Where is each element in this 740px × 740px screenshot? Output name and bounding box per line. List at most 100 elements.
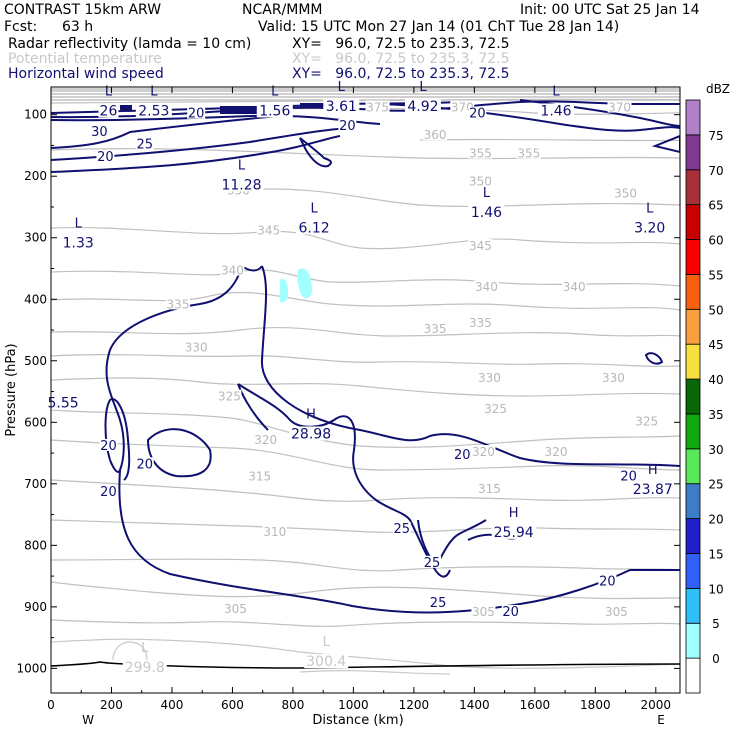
x-tick-label: 1400 [459, 698, 490, 712]
colorbar-swatch [685, 587, 701, 624]
field-name-reflectivity: Radar reflectivity (lamda = 10 cm) [8, 36, 252, 52]
extremum-kind: L [150, 84, 158, 99]
wind-label: 20 [100, 439, 117, 454]
theta-label-bg [256, 223, 281, 236]
theta-label-bg [607, 100, 632, 113]
reflectivity-patches [280, 268, 312, 303]
wind-label-bg [619, 469, 638, 482]
theta-label: 305 [605, 605, 628, 619]
plot-frame [50, 86, 681, 694]
x-tick-label: 1000 [338, 698, 369, 712]
x-tick-label: 1800 [580, 698, 611, 712]
theta-label: 325 [484, 402, 507, 416]
theta-label: 305 [472, 605, 495, 619]
field-name-wind: Horizontal wind speed [8, 66, 164, 82]
x-axis-label: Distance (km) [312, 713, 403, 728]
wind-label: 25 [424, 556, 441, 571]
extremum-bg [304, 654, 349, 669]
extremum-bg [135, 103, 172, 118]
jet-core [120, 103, 330, 114]
colorbar-swatch [685, 378, 701, 415]
theta-label-bg [423, 128, 448, 141]
extremum-value: 25.94 [494, 525, 534, 541]
extremum-value: 2.53 [138, 103, 169, 119]
theta-label: 320 [545, 445, 568, 459]
wind-label-bg [468, 106, 487, 119]
extremum-bg [289, 426, 334, 441]
x-axis-east-label: E [657, 713, 665, 727]
y-axis-label: Pressure (hPa) [4, 343, 19, 436]
wind-label: 20 [100, 485, 117, 500]
theta-label-bg [483, 401, 508, 414]
extremum-bg [219, 177, 264, 192]
y-tick-label: 400 [24, 292, 47, 306]
theta-label-bg [604, 605, 629, 618]
y-tick-label: 700 [24, 477, 47, 491]
theta-label: 320 [254, 433, 277, 447]
y-tick-label: 800 [24, 538, 47, 552]
colorbar-unit: dBZ [706, 82, 730, 96]
theta-label-bg [474, 280, 499, 293]
colorbar-level: 45 [708, 338, 723, 352]
extremum-kind: L [323, 635, 331, 650]
x-tick-label: 200 [100, 698, 123, 712]
theta-label-bg [601, 371, 626, 384]
wind-label-bg [99, 438, 118, 451]
colorbar-level: 70 [708, 164, 723, 178]
colorbar-swatch [685, 448, 701, 485]
wind-label-bg [392, 521, 411, 534]
theta-label: 310 [263, 525, 286, 539]
extremum-kind: L [338, 80, 346, 95]
x-axis: 0 200 400 600 800 1000 1200 1400 1600 1800 2000 [47, 87, 671, 712]
wind-contour-labels: 20 20 20 30 25 20 20 20 20 20 20 25 25 25 20 20 [90, 106, 638, 620]
extremum-bg [296, 220, 333, 235]
theta-label-bg [471, 445, 496, 458]
theta-label: 315 [478, 482, 501, 496]
extremum-value: 3.61 [326, 99, 357, 115]
theta-label-bg [477, 481, 502, 494]
colorbar-level: 20 [708, 513, 723, 527]
y-tick-label: 200 [24, 169, 47, 183]
theta-label-bg [223, 601, 248, 614]
wind-label: 25 [430, 596, 447, 611]
colorbar-swatch [685, 518, 701, 554]
theta-label-bg [471, 605, 496, 618]
theta-contours [51, 88, 680, 675]
x-tick-label: 1600 [520, 698, 551, 712]
theta-label: 315 [248, 470, 271, 484]
theta-label-bg [247, 469, 272, 482]
init-time: Init: 00 UTC Sat 25 Jan 14 [520, 2, 700, 18]
extremum-bg [404, 99, 441, 114]
theta-label-bg [477, 371, 502, 384]
extremum-kind: L [271, 84, 279, 99]
theta-label-bg [365, 100, 390, 113]
x-tick-label: 0 [47, 698, 55, 712]
wind-label-bg [598, 574, 617, 587]
x-tick-label: 600 [221, 698, 244, 712]
wind-label: 20 [502, 605, 519, 620]
field-xy-theta: XY= 96.0, 72.5 to 235.3, 72.5 [292, 51, 510, 67]
theta-label: 330 [478, 371, 501, 385]
reflectivity-colorbar: 0 5 10 15 20 25 30 35 40 45 50 55 60 65 70 75 [685, 99, 724, 694]
theta-label-bg [562, 280, 587, 293]
theta-label-bg [423, 322, 448, 335]
wind-label-bg [338, 118, 357, 131]
theta-label: 335 [424, 322, 447, 336]
extremum-value: 28.98 [291, 426, 331, 442]
theta-label: 335 [167, 297, 190, 311]
extremum-kind: H [509, 506, 519, 521]
extremum-bg [631, 220, 668, 235]
valid-time: Valid: 15 UTC Mon 27 Jan 14 (01 ChT Tue … [258, 19, 620, 35]
theta-label: 340 [221, 264, 244, 278]
theta-label: 345 [469, 239, 492, 253]
theta-label-bg [468, 146, 493, 159]
plot-area [51, 87, 680, 693]
wind-label: 20 [136, 457, 153, 472]
colorbar-swatch [685, 343, 701, 380]
colorbar-level: 25 [708, 478, 723, 492]
colorbar-swatch [685, 622, 701, 659]
wind-label: 30 [91, 125, 108, 140]
extremum-kind: L [552, 84, 560, 99]
extremum-value: 26 [100, 103, 118, 119]
extremum-bg [491, 524, 536, 539]
